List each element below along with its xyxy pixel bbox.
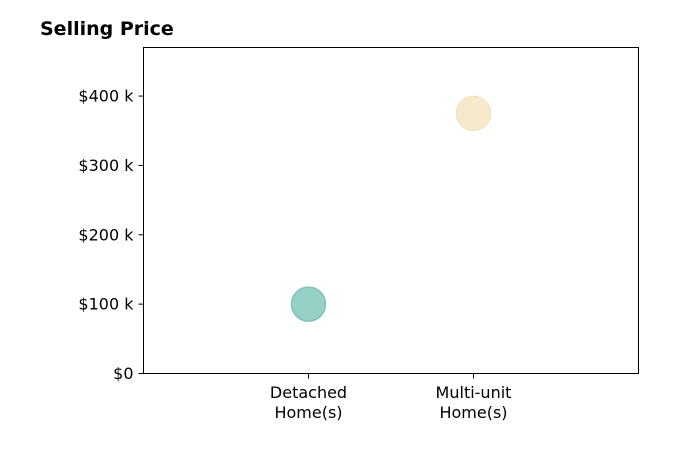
x-tick-label: Detached Home(s) [270,383,347,422]
data-point [290,286,327,322]
data-point [455,95,492,132]
x-tick-label: Multi-unit Home(s) [436,383,512,422]
y-tick-label: $0 [113,364,133,383]
y-axis: $0 $100 k $200 k $300 k $400 k [78,87,144,383]
x-tick-label-line: Home(s) [274,403,342,422]
chart-title: Selling Price [40,18,174,40]
x-tick-label-line: Home(s) [439,403,507,422]
y-tick-label: $100 k [78,295,134,314]
x-tick-label-line: Detached [270,383,347,402]
x-axis: Detached Home(s)Multi-unit Home(s) [270,373,512,422]
y-tick-label: $400 k [78,87,134,106]
plot-area-frame [143,47,639,374]
data-points [290,95,492,322]
y-tick-label: $200 k [78,225,134,244]
y-tick-label: $300 k [78,156,134,175]
x-tick-label-line: Multi-unit [436,383,512,402]
